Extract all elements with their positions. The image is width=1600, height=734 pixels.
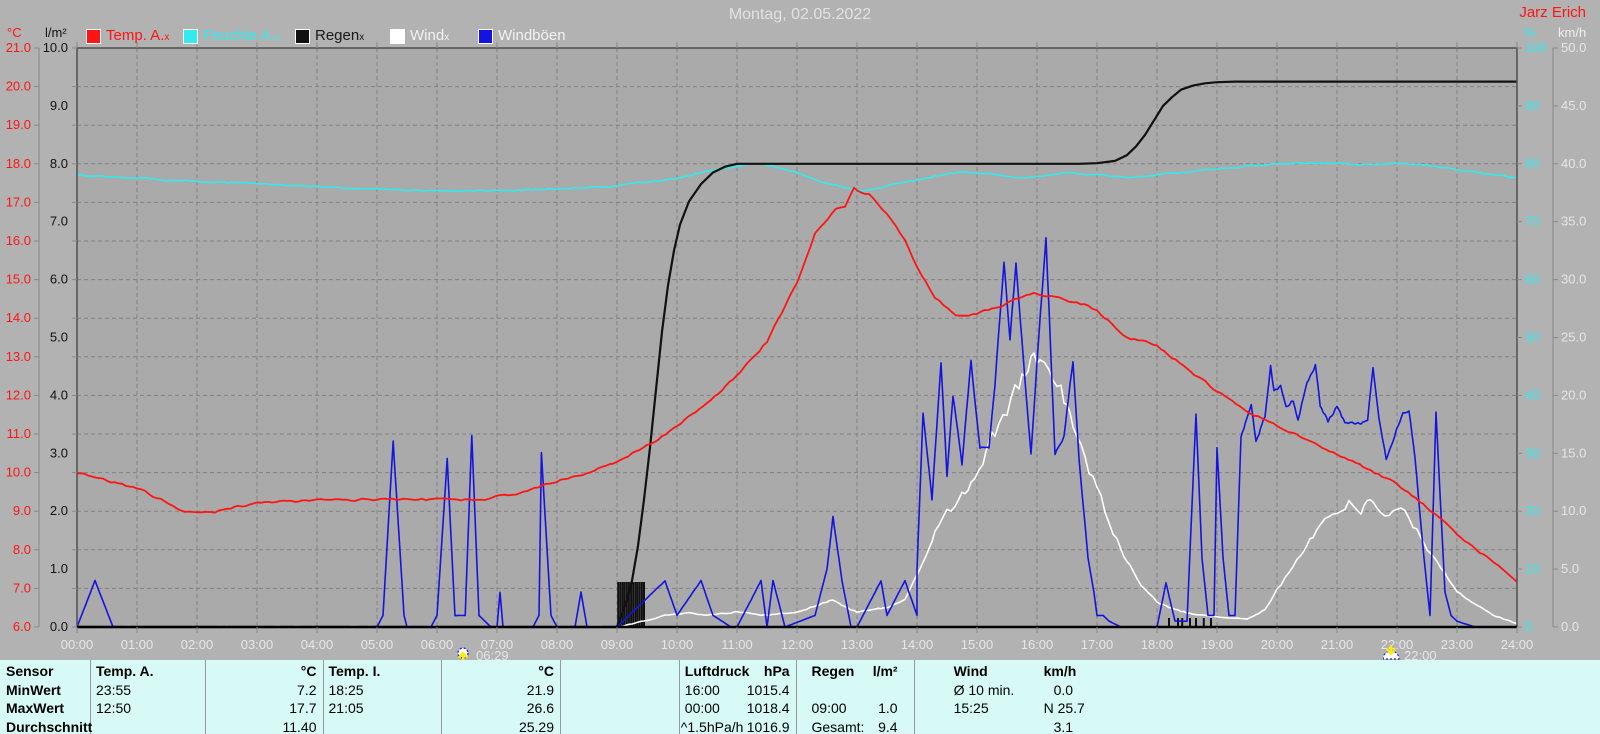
- svg-text:15.0: 15.0: [1561, 445, 1586, 460]
- svg-text:90: 90: [1525, 98, 1539, 113]
- svg-text:60: 60: [1525, 272, 1539, 287]
- svg-text:0.0: 0.0: [50, 619, 68, 634]
- svg-text:6.0: 6.0: [50, 272, 68, 287]
- svg-text:4.0: 4.0: [50, 387, 68, 402]
- svg-text:35.0: 35.0: [1561, 214, 1586, 229]
- svg-text:7.0: 7.0: [13, 580, 31, 595]
- svg-text:25.0: 25.0: [1561, 330, 1586, 345]
- svg-text:45.0: 45.0: [1561, 98, 1586, 113]
- svg-text:16.0: 16.0: [6, 233, 31, 248]
- svg-text:17:00: 17:00: [1081, 637, 1114, 652]
- svg-text:08:00: 08:00: [541, 637, 574, 652]
- svg-text:21.0: 21.0: [6, 40, 31, 55]
- svg-text:19:00: 19:00: [1201, 637, 1234, 652]
- svg-text:80: 80: [1525, 156, 1539, 171]
- svg-text:9.0: 9.0: [13, 503, 31, 518]
- svg-text:5.0: 5.0: [50, 330, 68, 345]
- svg-text:02:00: 02:00: [181, 637, 214, 652]
- svg-text:40.0: 40.0: [1561, 156, 1586, 171]
- svg-text:11:00: 11:00: [721, 637, 753, 652]
- svg-text:10:00: 10:00: [661, 637, 694, 652]
- svg-text:10.0: 10.0: [43, 40, 68, 55]
- svg-text:06:00: 06:00: [421, 637, 454, 652]
- svg-text:50: 50: [1525, 330, 1539, 345]
- svg-text:15:00: 15:00: [961, 637, 994, 652]
- svg-text:40: 40: [1525, 387, 1539, 402]
- svg-text:18.0: 18.0: [6, 156, 31, 171]
- svg-text:70: 70: [1525, 214, 1539, 229]
- svg-text:00:00: 00:00: [61, 637, 94, 652]
- svg-text:13.0: 13.0: [6, 349, 31, 364]
- svg-text:13:00: 13:00: [841, 637, 874, 652]
- svg-text:01:00: 01:00: [121, 637, 154, 652]
- svg-text:15.0: 15.0: [6, 272, 31, 287]
- svg-text:21:00: 21:00: [1321, 637, 1354, 652]
- svg-text:05:00: 05:00: [361, 637, 394, 652]
- svg-text:18:00: 18:00: [1141, 637, 1174, 652]
- svg-text:12:00: 12:00: [781, 637, 814, 652]
- svg-text:100: 100: [1525, 40, 1547, 55]
- svg-text:6.0: 6.0: [13, 619, 31, 634]
- svg-text:19.0: 19.0: [6, 117, 31, 132]
- svg-text:23:00: 23:00: [1441, 637, 1474, 652]
- svg-text:9.0: 9.0: [50, 98, 68, 113]
- svg-text:24:00: 24:00: [1501, 637, 1534, 652]
- svg-text:0: 0: [1525, 619, 1532, 634]
- svg-text:10: 10: [1525, 561, 1539, 576]
- svg-text:12.0: 12.0: [6, 387, 31, 402]
- svg-text:3.0: 3.0: [50, 445, 68, 460]
- svg-text:10.0: 10.0: [6, 465, 31, 480]
- svg-text:03:00: 03:00: [241, 637, 274, 652]
- svg-text:0.0: 0.0: [1561, 619, 1579, 634]
- svg-text:7.0: 7.0: [50, 214, 68, 229]
- svg-text:20: 20: [1525, 503, 1539, 518]
- svg-text:09:00: 09:00: [601, 637, 634, 652]
- svg-text:14:00: 14:00: [901, 637, 934, 652]
- svg-text:2.0: 2.0: [50, 503, 68, 518]
- svg-text:8.0: 8.0: [13, 542, 31, 557]
- svg-text:1.0: 1.0: [50, 561, 68, 576]
- svg-text:20:00: 20:00: [1261, 637, 1294, 652]
- svg-text:50.0: 50.0: [1561, 40, 1586, 55]
- svg-text:30.0: 30.0: [1561, 272, 1586, 287]
- svg-text:20.0: 20.0: [1561, 387, 1586, 402]
- svg-text:16:00: 16:00: [1021, 637, 1054, 652]
- svg-text:14.0: 14.0: [6, 310, 31, 325]
- svg-text:8.0: 8.0: [50, 156, 68, 171]
- svg-text:20.0: 20.0: [6, 79, 31, 94]
- svg-text:17.0: 17.0: [6, 194, 31, 209]
- svg-text:04:00: 04:00: [301, 637, 334, 652]
- svg-text:11.0: 11.0: [7, 426, 31, 441]
- svg-text:5.0: 5.0: [1561, 561, 1579, 576]
- svg-text:30: 30: [1525, 445, 1539, 460]
- svg-text:10.0: 10.0: [1561, 503, 1586, 518]
